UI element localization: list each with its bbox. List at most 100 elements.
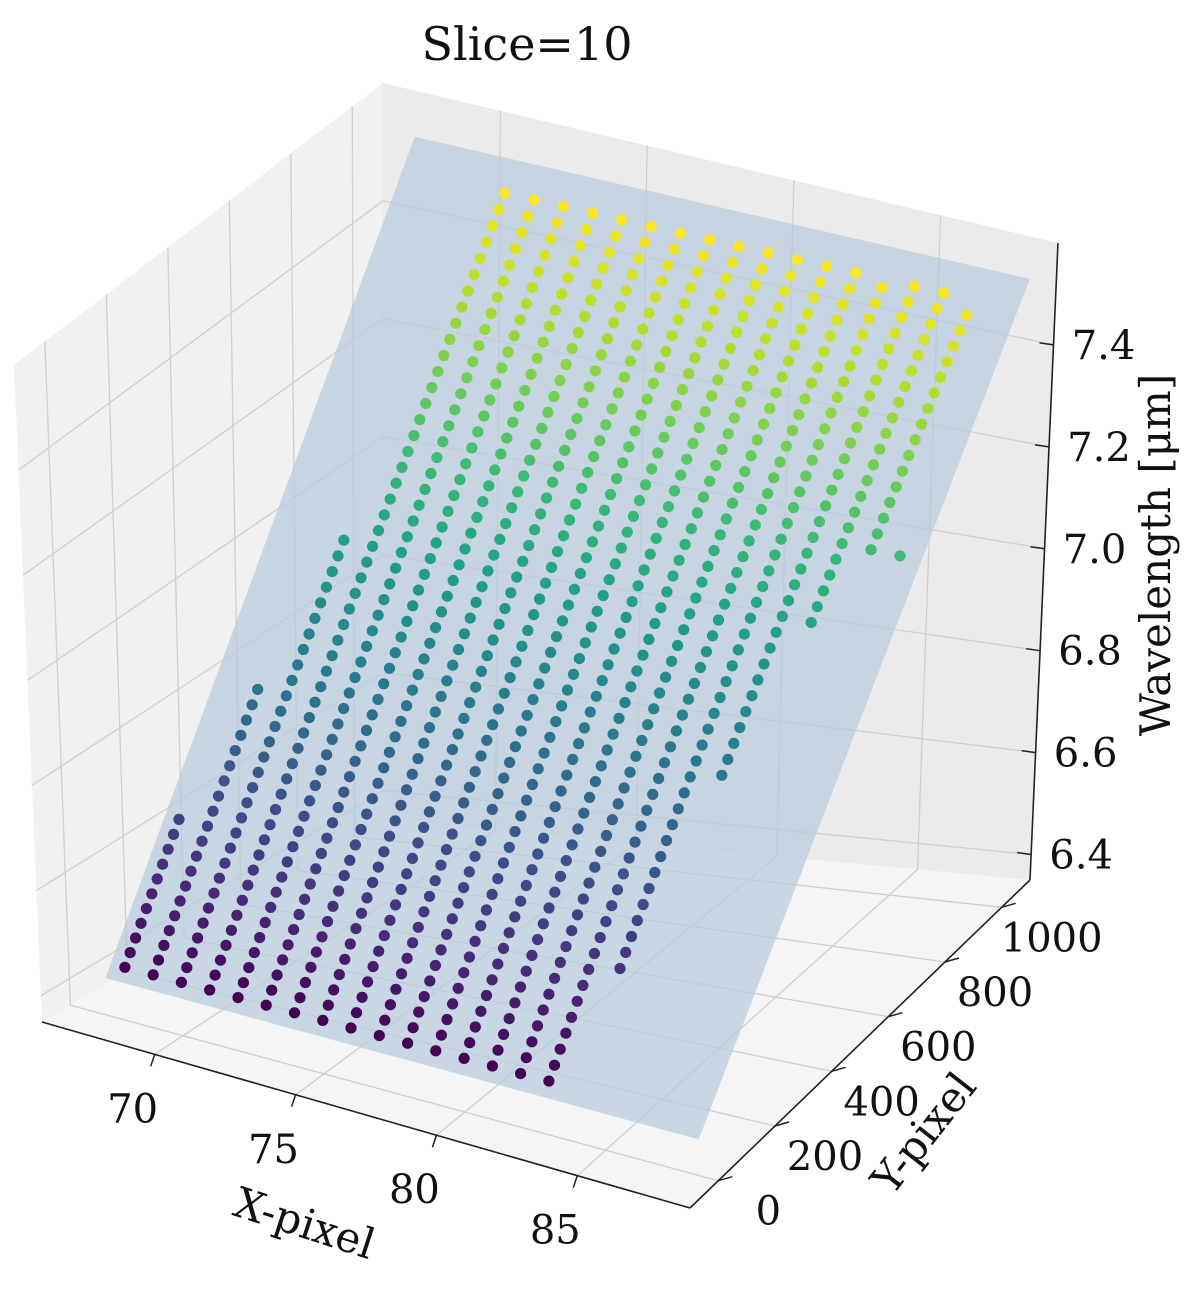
scatter-point [293,908,305,921]
scatter-point [480,236,492,248]
scatter-point [896,465,909,477]
scatter-point [589,365,601,377]
scatter-point [592,520,605,532]
scatter-point [614,301,626,313]
scatter-point [749,279,762,291]
scatter-point [861,475,873,487]
scatter-point [730,326,743,339]
scatter-point [450,317,462,329]
x-tick-label: 70 [107,1086,158,1132]
scatter-point [395,968,408,980]
scatter-point [775,533,787,545]
scatter-point [908,280,921,292]
z-axis-line [1029,242,1059,881]
scatter-point [554,956,566,969]
y-tick-mark [718,1175,733,1182]
scatter-point [695,336,707,348]
scatter-point [776,371,788,383]
scatter-point [733,240,745,253]
scatter-point [720,272,732,284]
scatter-point [890,481,902,493]
scatter-point [252,683,264,696]
scatter-point [688,677,701,690]
scatter-point [689,352,701,364]
scatter-point [516,226,528,239]
scatter-point [812,439,825,451]
scatter-point [770,387,782,399]
scatter-point [708,545,720,557]
z-tick-label: 6.8 [1058,629,1122,675]
scatter-point [780,440,792,452]
scatter-point [418,737,430,749]
scatter-point [266,984,278,996]
scatter-point [702,560,714,573]
scatter-point [821,260,833,272]
scatter-point [612,387,624,399]
scatter-point [610,230,622,242]
scatter-point [589,861,601,873]
scatter-point [480,989,493,1002]
scatter-point [492,958,504,970]
scatter-point [928,387,940,399]
scatter-point [633,253,645,265]
scatter-point [298,810,310,822]
scatter-point [452,897,464,909]
scatter-point [395,546,407,559]
scatter-point [594,435,606,447]
scatter-point [305,961,317,973]
scatter-point [537,336,549,348]
scatter-point [425,467,437,480]
y-tick-mark [831,1066,846,1073]
scatter-point [281,856,293,868]
scatter-point [660,835,673,847]
scatter-point [760,333,772,345]
scatter-point [418,568,430,581]
scatter-point [685,523,697,535]
scatter-point [595,845,607,858]
scatter-point [800,470,812,482]
scatter-point [631,914,643,927]
scatter-point [248,947,260,959]
scatter-point [820,500,832,512]
scatter-point [601,333,614,345]
scatter-point [812,361,824,374]
scatter-point [401,531,413,543]
scatter-point [437,436,449,448]
scatter-point [485,307,497,320]
scatter-point [670,725,683,737]
scatter-point [441,928,453,940]
scatter-point [473,340,485,352]
scatter-point [563,514,576,526]
scatter-point [772,301,784,313]
scatter-point [550,631,563,643]
scatter-point [538,747,550,759]
scatter-point [618,782,630,794]
scatter-point [407,600,419,612]
scatter-point [304,795,316,807]
scatter-point [275,788,287,800]
scatter-point [423,722,436,734]
scatter-point [738,628,750,640]
scatter-point [163,925,175,937]
scatter-point [432,366,444,378]
scatter-point [402,445,414,458]
scatter-point [531,352,543,364]
scatter-point [367,961,379,973]
scatter-point [486,974,498,986]
scatter-point [173,813,185,826]
scatter-point [844,360,856,372]
scatter-point [204,984,216,996]
scatter-point [258,834,270,846]
scatter-point [407,1022,419,1034]
scatter-point [702,723,714,735]
scatter-point [338,702,350,715]
scatter-point [678,787,690,799]
scatter-point [591,605,603,617]
scatter-point [424,975,436,987]
scatter-point [152,954,165,966]
scatter-point [498,772,510,784]
scatter-point [435,1029,447,1041]
scatter-point [332,550,344,562]
scatter-point [560,941,572,953]
scatter-point [666,819,679,831]
